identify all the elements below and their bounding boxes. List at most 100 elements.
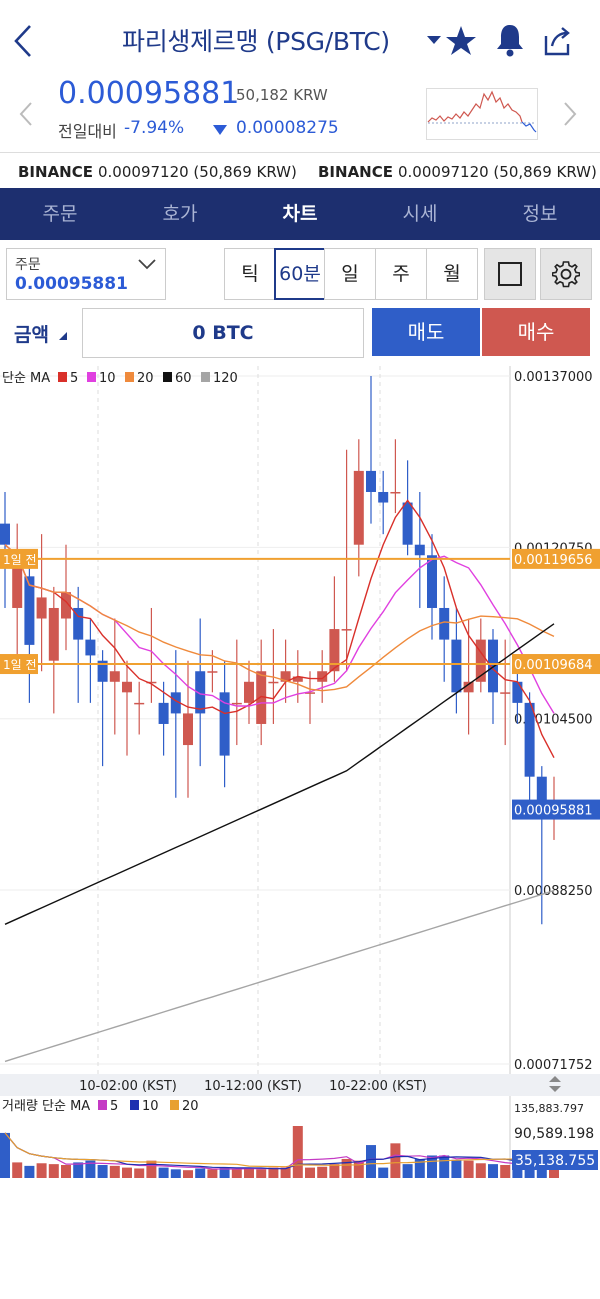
tab-info[interactable]: 정보 [522, 203, 558, 225]
candle [61, 592, 71, 619]
volume-bar [207, 1169, 218, 1178]
price-chart[interactable]: 0.001370000.001207500.001045000.00088250… [0, 366, 600, 1180]
timeframe-60min[interactable]: 60분 [274, 248, 326, 300]
timeframe-day[interactable]: 일 [324, 248, 376, 300]
candle [378, 491, 389, 503]
settings-button[interactable] [540, 248, 592, 300]
volume-bar [36, 1163, 47, 1178]
square-icon [498, 262, 522, 286]
fullscreen-button[interactable] [484, 248, 536, 300]
volume-bar [549, 1166, 559, 1178]
candle [427, 555, 437, 608]
volume-bar [280, 1167, 291, 1178]
ma120-line [4, 889, 555, 1063]
candle [390, 491, 401, 494]
caret-down-icon[interactable] [426, 34, 442, 46]
candle [195, 671, 206, 714]
tab-order[interactable]: 주문 [42, 203, 78, 225]
current-price: 0.00095881 [58, 76, 240, 111]
candle [244, 681, 254, 703]
candle [122, 681, 132, 693]
price-summary: 0.00095881 50,182 KRW 전일대비 -7.94% 0.0000… [0, 76, 600, 151]
ma20-line [4, 544, 555, 692]
volume-bar [524, 1162, 535, 1178]
exchange-price: 0.00097120 (50,869 KRW) [398, 163, 597, 181]
volume-bar [439, 1155, 450, 1178]
timeframe-month[interactable]: 월 [426, 248, 478, 300]
buy-button[interactable]: 매수 [482, 308, 590, 356]
candle [500, 692, 511, 694]
ma-legend-label: 단순 MA [2, 371, 50, 386]
candle [0, 523, 10, 545]
candle [512, 681, 523, 703]
volume-bar [329, 1164, 340, 1178]
ma-legend-value: 5 [70, 371, 78, 386]
ref-line-value-badge [512, 654, 600, 675]
volume-legend-swatch [170, 1100, 179, 1110]
current-price-badge [512, 799, 600, 820]
x-axis-band [0, 1074, 600, 1096]
volume-bar [122, 1167, 132, 1178]
candle [317, 671, 328, 682]
volume-legend-swatch [130, 1100, 139, 1110]
next-icon[interactable] [560, 100, 580, 128]
volume-bar [231, 1169, 242, 1178]
candle [451, 639, 462, 693]
candle [329, 629, 340, 672]
exchange-price: 0.00097120 (50,869 KRW) [98, 163, 297, 181]
volume-bar [305, 1167, 315, 1178]
prev-icon[interactable] [16, 100, 36, 128]
candle [256, 671, 267, 724]
candle [268, 681, 279, 684]
timeframe-tick[interactable]: 틱 [224, 248, 276, 300]
candle [219, 692, 230, 756]
candle [524, 702, 535, 777]
volume-bar [134, 1168, 145, 1178]
ma-legend-value: 60 [175, 371, 192, 386]
ma-legend-value: 20 [137, 371, 154, 386]
order-dropdown[interactable]: 주문 0.00095881 [6, 248, 166, 300]
volume-bar [170, 1169, 181, 1178]
volume-tick-label: 90,589.198 [514, 1126, 594, 1142]
volume-legend-value: 10 [142, 1099, 159, 1114]
star-icon[interactable] [444, 24, 478, 58]
volume-bar [353, 1160, 364, 1178]
candle [146, 681, 157, 684]
ma-legend-swatch [58, 372, 67, 382]
ref-line-badge [0, 654, 38, 675]
candle [280, 671, 291, 682]
volume-legend-swatch [98, 1100, 107, 1110]
candle [475, 639, 486, 682]
candle [341, 629, 352, 631]
volume-bar [195, 1168, 206, 1178]
volume-bar [512, 1165, 523, 1178]
amount-input[interactable]: 0 BTC [82, 308, 364, 358]
volume-bar [402, 1164, 413, 1178]
volume-legend-label: 거래량 단순 MA [2, 1099, 90, 1114]
bell-icon[interactable] [494, 22, 526, 58]
current-price-label: 0.00095881 [514, 804, 593, 819]
timeframe-week[interactable]: 주 [375, 248, 427, 300]
candle [402, 502, 413, 545]
ref-line-value: 0.00109684 [514, 658, 593, 673]
ma-legend-swatch [87, 372, 96, 382]
change-label: 전일대비 [58, 122, 117, 141]
volume-bar [463, 1160, 474, 1178]
amount-label[interactable]: 금액 [14, 320, 68, 347]
sell-button[interactable]: 매도 [372, 308, 480, 356]
volume-bar [24, 1165, 35, 1178]
tab-orderbook[interactable]: 호가 [162, 203, 198, 225]
candle [183, 713, 193, 746]
tab-market[interactable]: 시세 [402, 203, 438, 225]
candle [207, 671, 218, 673]
caret-icon [58, 331, 67, 340]
back-icon[interactable] [8, 22, 36, 60]
tab-chart[interactable]: 차트 [282, 203, 318, 225]
candle [48, 607, 59, 661]
volume-bar [97, 1165, 108, 1178]
candle [414, 544, 425, 556]
volume-bar [341, 1158, 352, 1178]
volume-legend-value: 5 [110, 1099, 118, 1114]
mini-chart[interactable] [426, 88, 538, 140]
share-icon[interactable] [540, 24, 574, 58]
